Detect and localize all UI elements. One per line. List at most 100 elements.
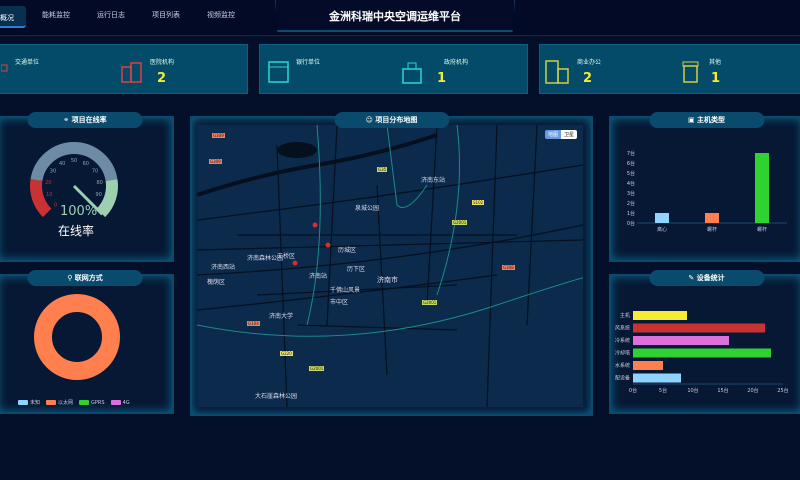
map-label: 济南站 — [309, 273, 328, 280]
y-tick-label: 2台 — [627, 200, 635, 207]
gauge-value: 100% — [60, 204, 98, 219]
stat-value: 2 — [583, 71, 593, 86]
y-tick-label: 冷却塔 — [615, 350, 630, 357]
bar — [633, 348, 771, 358]
map-label: 历下区 — [347, 266, 366, 273]
road-sign: G2001 — [422, 300, 438, 305]
legend-item[interactable]: 未知 — [18, 399, 40, 406]
bar — [755, 153, 769, 223]
tab-log[interactable]: 运行日志 — [97, 11, 125, 19]
panel-header: ▣ 主机类型 — [649, 112, 764, 128]
y-tick-label: 3台 — [627, 190, 635, 197]
gauge-tick-label: 10 — [46, 192, 52, 198]
road-sign: G220 — [280, 351, 293, 356]
tab-video[interactable]: 视频监控 — [207, 11, 235, 19]
bar — [633, 336, 729, 345]
tab-projects[interactable]: 项目列表 — [152, 11, 180, 19]
gauge-label: 在线率 — [58, 224, 95, 238]
map-label: 大石崖森林公园 — [255, 393, 298, 400]
stat-label: 政府机构 — [444, 59, 469, 66]
host-type-panel: ▣ 主机类型 0台 1台 2台 3台 4台 5台 6台 7台 离心 螺杆 螺杆 — [609, 112, 800, 262]
panel-title: 设备统计 — [696, 274, 725, 282]
donut-legend: 未知 以太网 GPRS 4G — [18, 399, 130, 406]
legend-item[interactable]: GPRS — [79, 399, 105, 406]
gauge-tick-label: 50 — [71, 158, 77, 164]
map-label: 济南市 — [377, 276, 398, 284]
x-tick-label: 螺杆 — [707, 226, 717, 233]
donut-slice-ethernet — [34, 294, 120, 380]
road-sign: G308 — [502, 265, 515, 270]
gauge-tick-label: 90 — [96, 192, 102, 198]
network-donut — [34, 294, 120, 380]
x-tick-label: 15台 — [717, 387, 728, 394]
panel-title: 联网方式 — [74, 274, 103, 282]
bar — [633, 361, 663, 370]
legend-item[interactable]: 4G — [110, 399, 130, 406]
map-label: 天桥区 — [277, 253, 296, 260]
y-tick-label: 风系统 — [615, 325, 630, 332]
map-label: 槐荫区 — [207, 279, 226, 286]
gauge-band-mid — [30, 142, 118, 182]
map-label: 济南森林公园 — [247, 255, 284, 262]
panel-title: 项目在线率 — [71, 116, 107, 124]
gauge-tick-label: 20 — [45, 180, 51, 186]
gauge-needle — [72, 184, 104, 216]
car-icon — [1, 64, 8, 72]
panel-header: ⚭ 项目在线率 — [27, 112, 143, 128]
satellite-mode-button[interactable]: 卫星 — [560, 130, 577, 139]
road-sign: G2001 — [309, 366, 325, 371]
road-sign: G2001 — [452, 220, 468, 225]
gauge-band-low — [30, 179, 52, 218]
top-bar: 概况 能耗监控 运行日志 项目列表 视频监控 金洲科瑞中央空调运维平台 — [0, 0, 800, 36]
x-tick-label: 20台 — [747, 387, 758, 394]
x-tick-label: 10台 — [687, 387, 698, 394]
x-tick-label: 螺杆 — [757, 226, 767, 233]
gauge-tick-label: 40 — [59, 161, 65, 167]
tab-overview[interactable]: 概况 — [0, 6, 26, 28]
stat-card-3: 商业办公 2 其他 1 — [539, 44, 800, 94]
document-icon: ▣ — [687, 116, 698, 124]
legend-item[interactable]: 以太网 — [46, 399, 73, 406]
stat-value: 1 — [437, 71, 447, 86]
title-box: 金洲科瑞中央空调运维平台 — [275, 0, 515, 32]
bar — [633, 311, 687, 320]
panel-header: ✎ 设备统计 — [649, 270, 764, 286]
stat-label: 其他 — [709, 59, 722, 66]
stat-card-2: 银行单位 政府机构 1 — [259, 44, 528, 94]
y-tick-label: 7台 — [627, 150, 635, 157]
online-rate-panel: ⚭ 项目在线率 0 10 20 30 40 50 60 70 80 90 100% 在线率 — [0, 112, 174, 262]
tab-energy[interactable]: 能耗监控 — [42, 11, 70, 19]
y-tick-label: 5台 — [627, 170, 635, 177]
office-icon — [545, 60, 569, 84]
bar — [633, 323, 765, 333]
device-stats-panel: ✎ 设备统计 0台 5台 10台 15台 20台 25台 主机 风系统 冷系统 冷却塔 水系统 配设备 — [609, 270, 800, 414]
bar — [705, 213, 719, 223]
road-sign: G309 — [209, 159, 222, 164]
map-view[interactable]: 济南市 天桥区 历城区 历下区 槐荫区 济南西站 济南站 济南大学 泉城公园 千… — [197, 125, 583, 407]
map-roads — [197, 125, 583, 407]
stat-value: 2 — [157, 71, 167, 86]
bar — [655, 213, 669, 223]
stat-label: 银行单位 — [296, 59, 321, 66]
network-panel: ⚲ 联网方式 未知 以太网 GPRS 4G — [0, 270, 174, 414]
y-tick-label: 1台 — [627, 210, 635, 217]
antenna-icon: ⚲ — [67, 274, 75, 282]
y-tick-label: 配设备 — [615, 375, 630, 382]
y-tick-label: 冷系统 — [615, 337, 630, 344]
user-icon: ☺ — [365, 116, 376, 124]
stat-label: 医院机构 — [150, 59, 175, 66]
map-mode-button[interactable]: 地图 — [544, 130, 561, 139]
panel-header: ☺ 项目分布地图 — [334, 112, 449, 128]
map-label: 泉城公园 — [355, 205, 380, 212]
x-tick-label: 25台 — [777, 387, 788, 394]
map-label: 济南大学 — [269, 313, 294, 320]
stat-value: 1 — [711, 71, 721, 86]
gauge-tick-label: 60 — [83, 161, 89, 167]
wrench-icon: ✎ — [688, 274, 697, 282]
x-tick-label: 5台 — [659, 387, 667, 394]
stat-label: 商业办公 — [577, 59, 602, 66]
x-tick-label: 离心 — [657, 226, 667, 233]
panel-header: ⚲ 联网方式 — [27, 270, 143, 286]
